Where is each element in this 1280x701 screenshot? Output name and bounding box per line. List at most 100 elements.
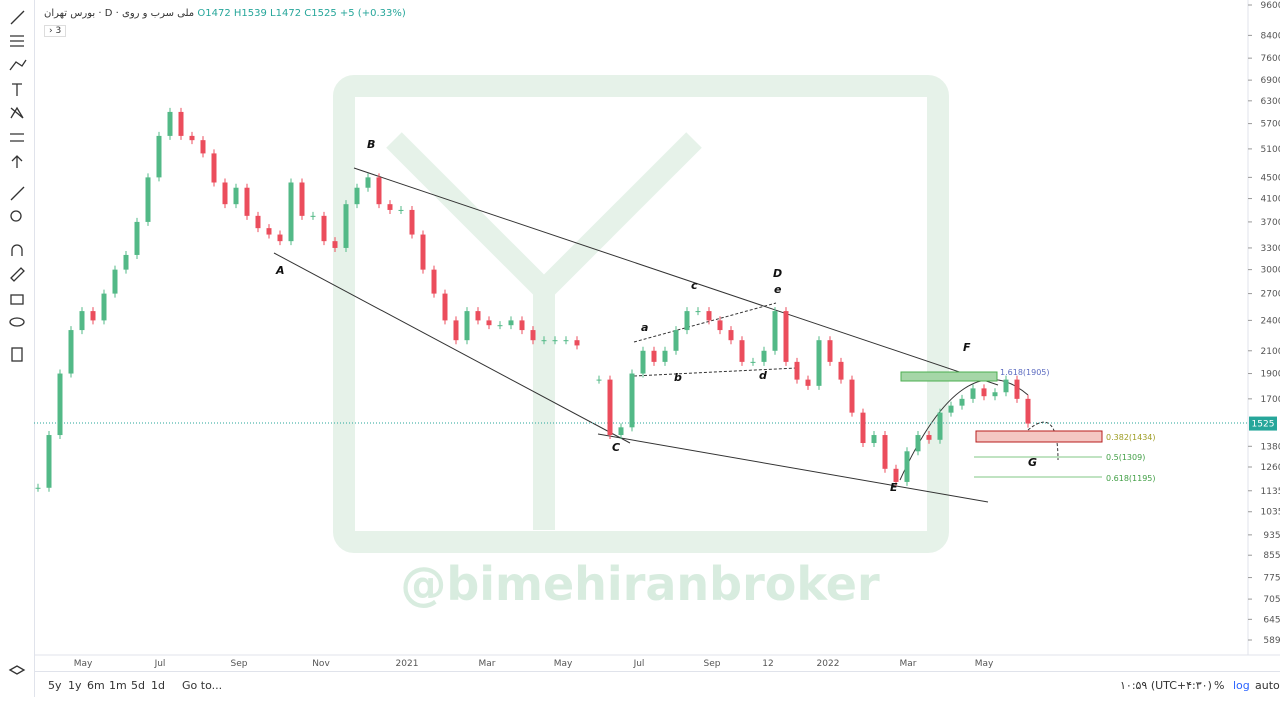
wave-label: A bbox=[275, 264, 285, 277]
candle-body bbox=[717, 320, 723, 331]
wave-label: c bbox=[691, 279, 698, 292]
candle-body bbox=[959, 398, 965, 406]
price-tick-label: 855 bbox=[1263, 551, 1280, 561]
candle-body bbox=[288, 182, 294, 242]
price-tick-label: 1035 bbox=[1261, 508, 1280, 518]
time-tick-label: Mar bbox=[900, 659, 917, 669]
range[interactable]: 5y bbox=[48, 679, 62, 692]
candle-body bbox=[365, 177, 371, 188]
time-tick-label: May bbox=[975, 659, 994, 669]
price-tick-label: 589 bbox=[1263, 636, 1280, 646]
price-tick-label: 5100 bbox=[1261, 145, 1280, 155]
price-tick-label: 3300 bbox=[1261, 244, 1280, 254]
indicators-toggle[interactable]: › 3 bbox=[44, 25, 67, 37]
candle-body bbox=[519, 320, 525, 331]
candle-body bbox=[486, 320, 492, 326]
percent-toggle[interactable]: % bbox=[1214, 679, 1225, 692]
candle-body bbox=[112, 269, 118, 294]
range[interactable]: 1d bbox=[151, 679, 165, 692]
candle-body bbox=[937, 412, 943, 440]
open: O1472 bbox=[197, 8, 231, 19]
time-tick-label: Jul bbox=[633, 659, 645, 669]
price-tick-label: 775 bbox=[1263, 574, 1280, 584]
candle-body bbox=[145, 177, 151, 222]
candle-body bbox=[607, 379, 613, 436]
price-tick-label: 1380 bbox=[1261, 442, 1280, 452]
watermark: @bimehiranbroker bbox=[400, 557, 880, 611]
log-toggle[interactable]: log bbox=[1233, 679, 1250, 692]
high: H1539 bbox=[233, 8, 267, 19]
candle-body bbox=[541, 340, 547, 342]
candle-body bbox=[277, 234, 283, 242]
price-tick-label: 5700 bbox=[1261, 120, 1280, 130]
fib-label: 1.618(1905) bbox=[1000, 368, 1050, 377]
price-tick-label: 6900 bbox=[1261, 76, 1280, 86]
candle-body bbox=[211, 153, 217, 183]
range[interactable]: 1m bbox=[109, 679, 127, 692]
bottom-bar: 5y 1y 6m 1m 5d 1d Go to... ۱۰:۵۹ (UTC+۴:… bbox=[34, 671, 1280, 698]
price-tick-label: 1700 bbox=[1261, 395, 1280, 405]
candle-body bbox=[838, 361, 844, 380]
price-tick-label: 1900 bbox=[1261, 370, 1280, 380]
candle-body bbox=[321, 215, 327, 242]
drawing-toolbar bbox=[0, 0, 35, 697]
price-tick-label: 1260 bbox=[1261, 463, 1280, 473]
candle-body bbox=[794, 361, 800, 380]
candle-body bbox=[893, 468, 899, 482]
candle-body bbox=[189, 135, 195, 141]
price-tick-label: 4500 bbox=[1261, 173, 1280, 183]
candle-body bbox=[134, 221, 140, 255]
price-tick-label: 7600 bbox=[1261, 54, 1280, 64]
price-tick-label: 3000 bbox=[1261, 266, 1280, 276]
time-tick-label: Nov bbox=[312, 659, 330, 669]
candle-body bbox=[475, 311, 481, 321]
clock: ۱۰:۵۹ (UTC+۴:۳۰) bbox=[1120, 679, 1212, 692]
price-tick-label: 2400 bbox=[1261, 316, 1280, 326]
time-tick-label: 2022 bbox=[817, 659, 840, 669]
candle-body bbox=[376, 177, 382, 205]
candle-body bbox=[332, 241, 338, 248]
symbol-header: بورس تهران · D · ملی سرب و روی O1472 H15… bbox=[44, 8, 406, 19]
candle-body bbox=[915, 435, 921, 452]
range[interactable]: 1y bbox=[68, 679, 82, 692]
price-tick-label: 645 bbox=[1263, 615, 1280, 625]
candle-body bbox=[398, 209, 404, 211]
candle-body bbox=[409, 209, 415, 235]
candle-body bbox=[992, 392, 998, 397]
wave-label: C bbox=[612, 441, 620, 454]
auto-toggle[interactable]: auto bbox=[1255, 679, 1280, 692]
time-tick-label: Sep bbox=[704, 659, 721, 669]
range[interactable]: 6m bbox=[87, 679, 105, 692]
candle-body bbox=[706, 311, 712, 321]
candle-body bbox=[431, 269, 437, 294]
low: L1472 bbox=[270, 8, 302, 19]
fib-label: 0.618(1195) bbox=[1106, 474, 1156, 483]
last-price-label: 1525 bbox=[1252, 420, 1275, 430]
candle-body bbox=[255, 215, 261, 229]
candle-body bbox=[508, 320, 514, 326]
candle-body bbox=[640, 350, 646, 374]
candle-body bbox=[266, 228, 272, 235]
candle-body bbox=[244, 187, 250, 216]
price-tick-label: 2700 bbox=[1261, 290, 1280, 300]
candle-body bbox=[57, 373, 63, 436]
candle-body bbox=[695, 311, 701, 313]
candle-body bbox=[442, 293, 448, 321]
wave-label: e bbox=[774, 283, 782, 296]
fib-label: 0.5(1309) bbox=[1106, 453, 1145, 462]
wave-label: E bbox=[890, 481, 898, 494]
fib-lines bbox=[974, 456, 1102, 478]
wave-label: b bbox=[674, 371, 682, 384]
candle-body bbox=[816, 340, 822, 386]
price-tick-label: 1135 bbox=[1261, 487, 1280, 497]
go-to[interactable]: Go to... bbox=[182, 679, 223, 692]
candle-body bbox=[68, 330, 74, 374]
price-tick-label: 4100 bbox=[1261, 195, 1280, 205]
range[interactable]: 5d bbox=[131, 679, 145, 692]
candle-body bbox=[783, 311, 789, 362]
candle-body bbox=[728, 330, 734, 341]
candle-body bbox=[596, 379, 602, 381]
time-tick-label: Mar bbox=[479, 659, 496, 669]
candle-body bbox=[882, 435, 888, 469]
